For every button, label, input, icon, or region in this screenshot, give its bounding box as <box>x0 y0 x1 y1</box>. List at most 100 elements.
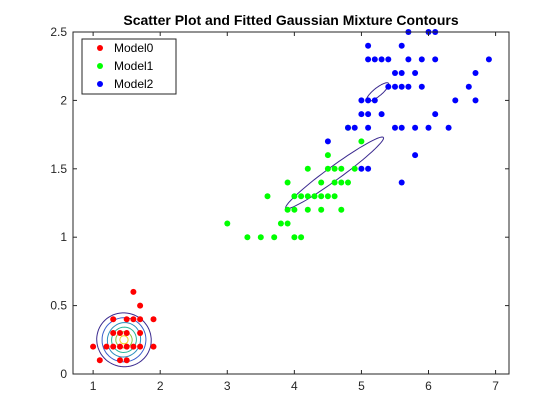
point-model2-24 <box>398 70 405 76</box>
point-model1-1 <box>244 234 251 241</box>
point-model0-3 <box>110 343 117 350</box>
y-tick-label-5: 2.5 <box>50 25 67 39</box>
y-tick-label-1: 0.5 <box>50 299 67 313</box>
point-model2-13 <box>371 56 378 63</box>
contour-line-5 <box>119 335 129 345</box>
x-tick-label-3: 4 <box>291 379 298 393</box>
point-model1-12 <box>298 234 305 241</box>
point-model2-43 <box>472 70 479 76</box>
point-model1-23 <box>324 152 331 159</box>
point-model0-8 <box>117 330 123 336</box>
point-model2-22 <box>398 124 405 131</box>
point-model0-17 <box>137 330 144 336</box>
point-model0-15 <box>130 288 137 295</box>
point-model1-14 <box>304 206 311 213</box>
point-model2-32 <box>418 83 425 90</box>
x-tick-label-4: 5 <box>358 379 365 393</box>
x-tick-label-5: 6 <box>425 379 432 393</box>
point-model2-10 <box>365 56 372 63</box>
point-model1-29 <box>338 165 345 172</box>
point-model1-24 <box>331 193 338 200</box>
point-model2-3 <box>358 165 365 172</box>
point-model2-2 <box>351 124 358 131</box>
point-model2-7 <box>365 124 372 131</box>
point-model2-20 <box>392 70 398 76</box>
point-model0-0 <box>90 343 97 350</box>
point-model1-18 <box>318 206 325 213</box>
point-model2-36 <box>432 111 439 118</box>
point-model1-19 <box>318 193 325 200</box>
point-model2-27 <box>405 56 412 63</box>
point-model2-0 <box>324 138 331 145</box>
point-model0-11 <box>123 330 130 336</box>
point-model1-15 <box>304 193 311 200</box>
point-model1-8 <box>284 179 291 186</box>
point-model1-30 <box>345 179 351 186</box>
point-model2-8 <box>365 111 372 118</box>
x-tick-label-2: 3 <box>224 379 231 393</box>
point-model1-28 <box>338 179 345 186</box>
point-model0-13 <box>130 343 137 350</box>
point-model1-7 <box>284 206 291 213</box>
legend-label-model2: Model2 <box>114 77 154 91</box>
point-model2-21 <box>398 179 405 186</box>
point-model1-6 <box>284 220 291 227</box>
point-model2-17 <box>385 56 392 63</box>
point-model2-33 <box>418 56 425 63</box>
point-model2-4 <box>358 111 365 118</box>
x-tick-label-6: 7 <box>492 379 499 393</box>
chart-title: Scatter Plot and Fitted Gaussian Mixture… <box>123 12 458 28</box>
legend-marker-model2 <box>97 81 103 87</box>
point-model2-6 <box>365 165 372 172</box>
point-model0-2 <box>103 343 110 350</box>
point-model0-19 <box>137 302 144 309</box>
point-model1-26 <box>331 165 338 172</box>
legend-label-model1: Model1 <box>114 59 154 73</box>
point-model0-5 <box>110 316 117 323</box>
point-model2-18 <box>392 124 398 131</box>
point-model2-40 <box>452 97 459 104</box>
point-model0-20 <box>150 343 157 350</box>
point-model2-42 <box>472 97 479 104</box>
point-model2-12 <box>371 97 378 104</box>
point-model1-16 <box>304 165 311 172</box>
point-model0-21 <box>150 316 157 323</box>
point-model1-9 <box>291 234 298 241</box>
legend-marker-model1 <box>97 63 103 69</box>
point-model1-25 <box>331 179 338 186</box>
x-tick-label-0: 1 <box>90 379 97 393</box>
point-model0-18 <box>137 316 144 323</box>
point-model1-0 <box>224 220 231 227</box>
point-model2-29 <box>412 152 419 159</box>
y-tick-label-3: 1.5 <box>50 162 67 176</box>
point-model2-26 <box>405 83 412 90</box>
point-model2-16 <box>385 83 392 90</box>
point-model2-11 <box>365 42 372 49</box>
point-model0-14 <box>130 316 137 323</box>
point-model2-1 <box>345 124 351 131</box>
point-model1-21 <box>324 193 331 200</box>
point-model1-32 <box>351 165 358 172</box>
point-model0-16 <box>137 343 144 350</box>
point-model0-10 <box>123 343 130 350</box>
contour-line-2 <box>106 322 142 358</box>
point-model2-44 <box>485 56 492 63</box>
y-tick-label-2: 1 <box>60 230 67 244</box>
x-axis: 1 2 3 4 5 6 7 <box>90 32 499 393</box>
point-model1-13 <box>298 193 305 200</box>
point-model1-27 <box>338 206 345 213</box>
point-model1-20 <box>318 179 325 186</box>
legend: Model0 Model1 Model2 <box>81 38 177 95</box>
point-model1-10 <box>291 206 298 213</box>
y-axis: 0 0.5 1 1.5 2 2.5 <box>50 25 509 381</box>
point-model1-3 <box>264 193 271 200</box>
point-model2-19 <box>392 83 398 90</box>
legend-marker-model0 <box>97 45 103 51</box>
point-model2-37 <box>432 56 439 63</box>
point-model2-23 <box>398 83 405 90</box>
x-tick-label-1: 2 <box>157 379 164 393</box>
point-model0-9 <box>123 357 130 364</box>
point-model2-14 <box>378 111 385 118</box>
points-layer <box>90 29 492 364</box>
